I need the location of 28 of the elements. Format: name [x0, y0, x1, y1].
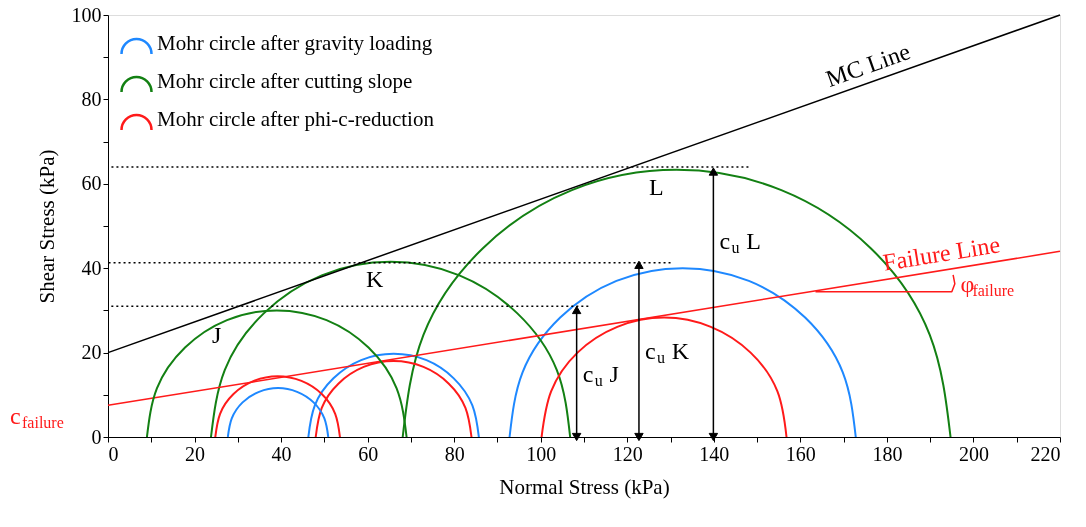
y-tick-label: 100 [71, 3, 102, 26]
y-tick-label: 60 [81, 172, 102, 195]
y-tick-label: 80 [81, 87, 102, 110]
y-tick-label: 40 [81, 256, 102, 279]
legend-label: Mohr circle after cutting slope [157, 68, 413, 93]
x-tick-label: 200 [958, 442, 989, 465]
y-axis-title: Shear Stress (kPa) [34, 149, 59, 304]
x-tick-label: 40 [271, 442, 292, 465]
y-tick-label: 0 [91, 425, 102, 448]
annotation: K [366, 265, 385, 292]
x-tick-label: 140 [699, 442, 730, 465]
x-tick-label: 80 [444, 442, 465, 465]
x-tick-label: 160 [785, 442, 816, 465]
legend-label: Mohr circle after phi-c-reduction [157, 106, 435, 131]
x-tick-label: 100 [526, 442, 557, 465]
x-tick-label: 0 [108, 442, 119, 465]
x-axis-title: Normal Stress (kPa) [499, 474, 670, 499]
annotation: J [212, 322, 222, 348]
x-tick-label: 120 [612, 442, 643, 465]
legend-label: Mohr circle after gravity loading [157, 30, 433, 55]
x-tick-label: 180 [872, 442, 903, 465]
annotation: MC Line [822, 38, 914, 92]
annotation: L [649, 173, 664, 200]
x-tick-label: 20 [185, 442, 206, 465]
y-tick-label: 20 [81, 341, 102, 364]
x-tick-label: 60 [358, 442, 379, 465]
annotation: Failure Line [881, 231, 1002, 276]
x-tick-label: 220 [1030, 442, 1061, 465]
